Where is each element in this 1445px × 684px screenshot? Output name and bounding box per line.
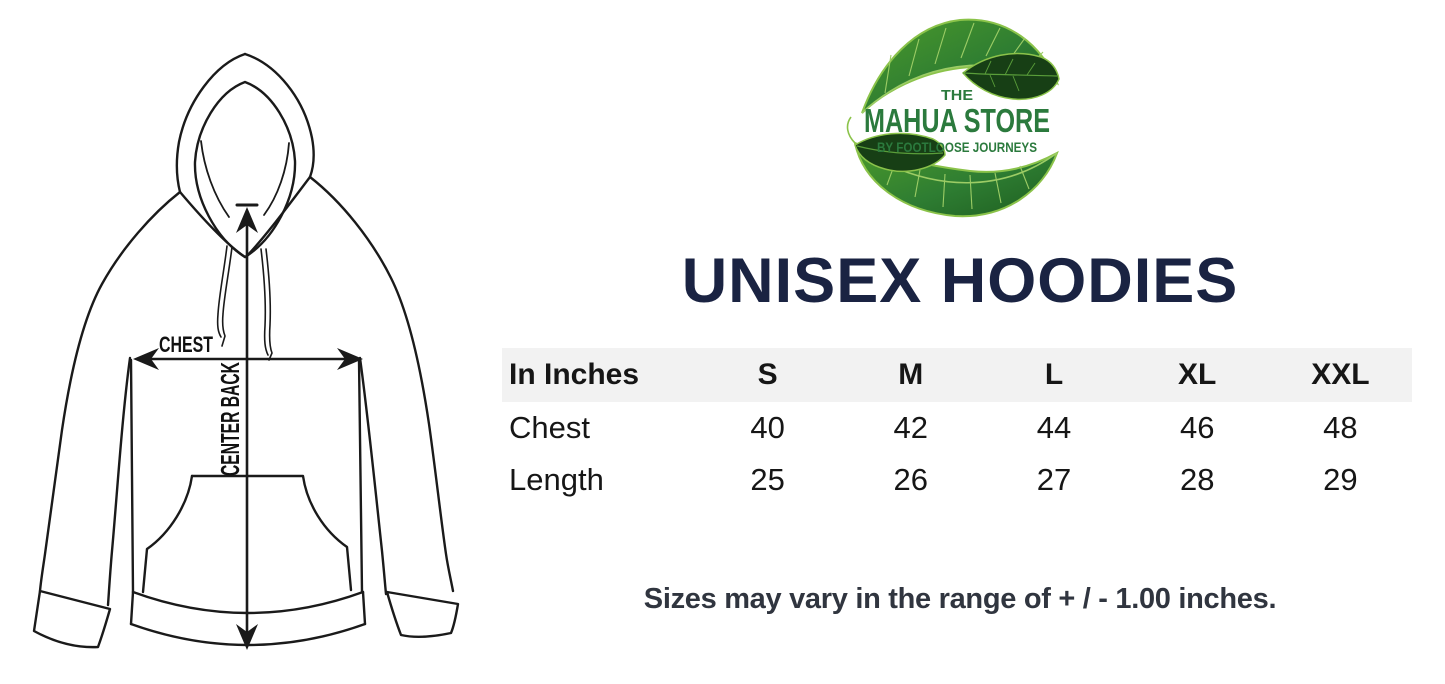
right-arm-seam (358, 356, 388, 596)
table-row-length: Length 25 26 27 28 29 (502, 454, 1412, 506)
length-value-xxl: 29 (1323, 462, 1358, 497)
body-right-edge (357, 358, 364, 594)
row-label: Chest (509, 410, 590, 445)
drawstring-left (221, 246, 233, 347)
left-cuff (32, 589, 112, 649)
chest-measure-label: CHEST (159, 332, 213, 357)
chest-value-xxl: 48 (1323, 410, 1358, 445)
brand-the: THE (941, 87, 973, 104)
length-value-xl: 28 (1179, 462, 1215, 497)
brand-logo: THE MAHUA STORE BY FOOTLOOSE JOURNEYS (846, 18, 1060, 218)
hem-band (129, 590, 367, 626)
chest-arrowhead-right (337, 348, 363, 370)
hood-outline (243, 52, 315, 179)
size-column-header-m: M (898, 358, 924, 391)
drawstring-left (216, 245, 228, 338)
length-value-m: 26 (893, 462, 929, 497)
right-arm-outline (308, 175, 455, 593)
logo-bottom-leaf (846, 116, 1059, 218)
pocket-outline (141, 474, 194, 594)
left-arm-seam (106, 356, 132, 607)
page-title: UNISEX HOODIES (681, 246, 1239, 316)
hood-fold (263, 142, 290, 216)
size-column-header-s: S (757, 358, 778, 391)
chest-value-xl: 46 (1179, 410, 1215, 445)
row-label: Length (509, 462, 604, 497)
size-table-header-label: In Inches (509, 358, 640, 391)
hood-fold (178, 190, 247, 259)
chest-value-m: 42 (893, 410, 929, 445)
drawstring-right (265, 248, 273, 361)
chest-arrowhead-left (133, 348, 159, 370)
length-value-s: 25 (750, 462, 785, 497)
size-table-header-row: In Inches S M L XL XXL (502, 348, 1412, 402)
hood-opening (193, 80, 297, 259)
left-arm-outline (38, 190, 182, 593)
size-column-header-l: L (1044, 358, 1064, 391)
size-variance-note: Sizes may vary in the range of + / - 1.0… (643, 583, 1277, 615)
hood-fold (244, 175, 312, 259)
drawstring-right (260, 248, 269, 356)
right-cuff (385, 590, 460, 638)
center-back-arrowhead-up (236, 207, 258, 233)
logo-top-leaf (861, 18, 1060, 114)
table-row-chest: Chest 40 42 44 46 48 (502, 402, 1412, 454)
center-back-arrowhead-down (236, 624, 258, 650)
body-left-edge (129, 358, 135, 594)
size-table: In Inches S M L XL XXL Chest 40 42 44 46… (502, 348, 1412, 506)
pocket-outline (190, 474, 353, 592)
brand-by-footloose-journeys: BY FOOTLOOSE JOURNEYS (877, 139, 1037, 155)
brand-mahua-store: MAHUA STORE (864, 102, 1050, 139)
chest-value-l: 44 (1036, 410, 1072, 445)
length-value-l: 27 (1036, 462, 1072, 497)
size-column-header-xxl: XXL (1311, 358, 1370, 391)
hood-fold (200, 140, 230, 218)
chest-value-s: 40 (750, 410, 785, 445)
center-back-measure-label: CENTER BACK (215, 362, 245, 476)
hoodie-measurement-diagram: CHEST CENTER BACK (32, 52, 460, 650)
hood-outline (175, 52, 247, 194)
size-column-header-xl: XL (1178, 358, 1217, 391)
